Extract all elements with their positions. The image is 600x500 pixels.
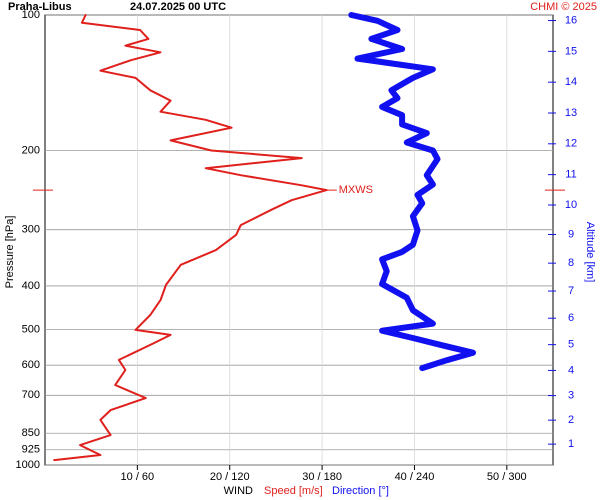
y-tick-label: 200 bbox=[22, 144, 40, 156]
legend-label: Direction [°] bbox=[332, 485, 389, 497]
y2-tick-label: 4 bbox=[568, 364, 574, 376]
speed-line bbox=[53, 14, 328, 462]
y2-tick-label: 5 bbox=[568, 339, 574, 351]
chart-subtitle: 24.07.2025 00 UTC bbox=[130, 1, 226, 13]
x-tick-label: 30 / 180 bbox=[302, 471, 342, 483]
y2-tick-label: 15 bbox=[565, 45, 577, 57]
y-tick-label: 100 bbox=[22, 9, 40, 21]
annotation-label: MXWS bbox=[339, 184, 373, 196]
y2-tick-label: 8 bbox=[568, 257, 574, 269]
y-tick-label: 400 bbox=[22, 280, 40, 292]
y2-tick-label: 6 bbox=[568, 312, 574, 324]
legend-label: Speed [m/s] bbox=[264, 485, 323, 497]
y2-tick-label: 12 bbox=[565, 138, 577, 150]
y-tick-label: 925 bbox=[22, 444, 40, 456]
y2-tick-label: 10 bbox=[565, 199, 577, 211]
y-tick-label: 500 bbox=[22, 323, 40, 335]
y2-tick-label: 11 bbox=[565, 169, 576, 181]
x-tick-label: 20 / 120 bbox=[210, 471, 250, 483]
chart-title: Praha-Libus bbox=[8, 1, 72, 13]
x-tick-label: 10 / 60 bbox=[121, 471, 155, 483]
y-tick-label: 850 bbox=[22, 427, 40, 439]
y2-tick-label: 14 bbox=[565, 76, 577, 88]
y2-tick-label: 3 bbox=[568, 390, 574, 402]
y-tick-label: 600 bbox=[22, 359, 40, 371]
source: CHMI © 2025 bbox=[530, 1, 597, 13]
y2-tick-label: 16 bbox=[565, 14, 577, 26]
y2-tick-label: 7 bbox=[568, 285, 574, 297]
y2-tick-label: 1 bbox=[568, 438, 574, 450]
y2-tick-label: 13 bbox=[565, 107, 577, 119]
y-tick-label: 300 bbox=[22, 224, 40, 236]
y2-tick-label: 2 bbox=[568, 414, 574, 426]
y2-axis-label: Altitude [km] bbox=[584, 222, 596, 283]
plot-frame bbox=[44, 14, 554, 466]
y-tick-label: 700 bbox=[22, 389, 40, 401]
x-tick-label: 50 / 300 bbox=[487, 471, 527, 483]
x-axis-label: WIND bbox=[224, 485, 253, 497]
y-tick-label: 1000 bbox=[16, 459, 40, 471]
direction-line bbox=[348, 12, 476, 372]
y-axis-label: Pressure [hPa] bbox=[4, 216, 16, 289]
y2-tick-label: 9 bbox=[568, 228, 574, 240]
x-tick-label: 40 / 240 bbox=[395, 471, 435, 483]
